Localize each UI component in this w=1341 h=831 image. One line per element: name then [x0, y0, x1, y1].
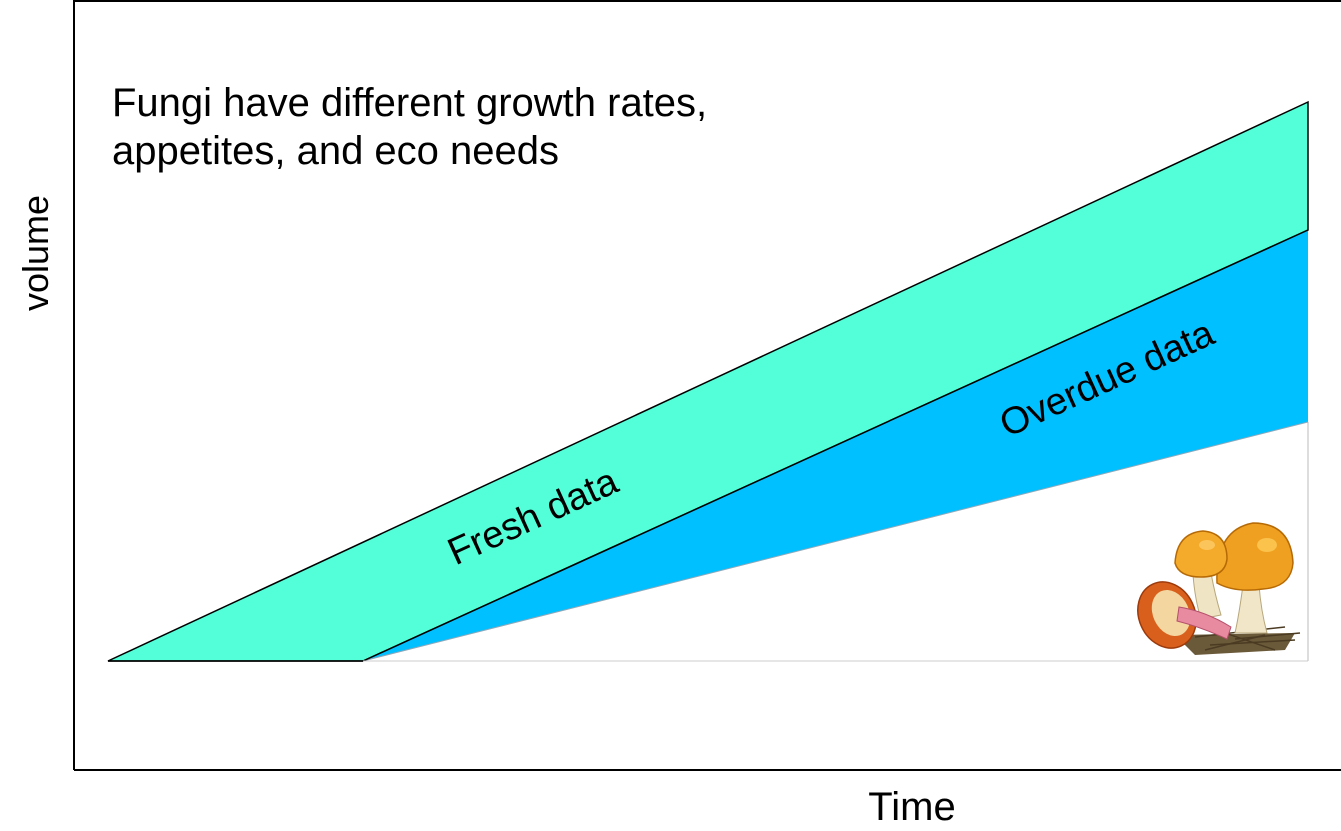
- diagram-title-line-1: Fungi have different growth rates,: [112, 81, 707, 125]
- x-axis-label: Time: [868, 785, 955, 829]
- diagram-title-line-2: appetites, and eco needs: [112, 129, 559, 173]
- fresh-overdue-boundary: [362, 229, 1309, 662]
- overdue-lower-edge: [362, 421, 1309, 662]
- mushroom-icon: [1137, 522, 1301, 655]
- y-axis-label: volume: [15, 195, 56, 311]
